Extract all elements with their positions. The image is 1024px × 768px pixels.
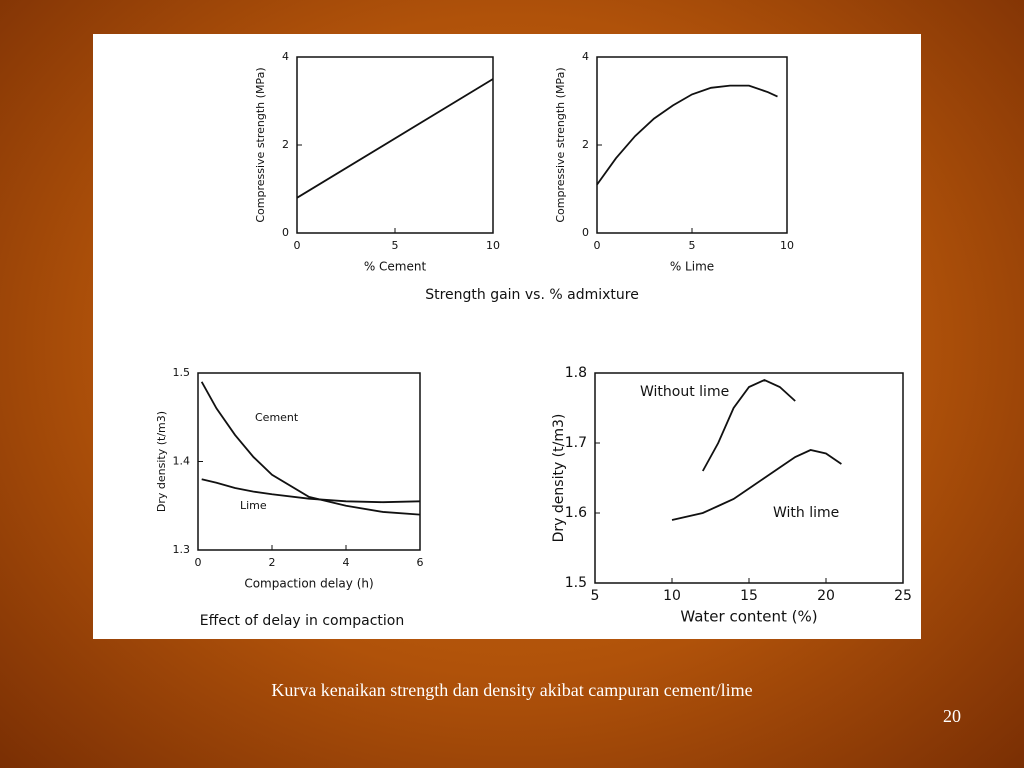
series-label: With lime [773,505,839,521]
data-line [702,379,796,472]
y-tick-label: 1.6 [565,505,587,521]
y-tick-label: 2 [582,138,589,151]
y-tick-label: 4 [582,50,589,63]
x-axis-label: Water content (%) [680,608,817,626]
y-axis-label: Compressive strength (MPa) [554,67,567,222]
x-tick-label: 10 [486,239,500,252]
x-axis-label: % Lime [670,260,714,274]
series-label: Lime [240,499,267,512]
data-line [200,381,421,516]
x-tick-label: 10 [663,588,681,604]
x-tick-label: 5 [689,239,696,252]
y-axis-label: Dry density (t/m3) [551,414,567,543]
x-tick-label: 25 [894,588,912,604]
page-number: 20 [943,706,961,726]
y-tick-label: 4 [282,50,289,63]
x-tick-label: 5 [591,588,600,604]
y-tick-label: 1.5 [565,575,587,591]
y-axis-label: Compressive strength (MPa) [254,67,267,222]
y-tick-label: 0 [582,226,589,239]
x-axis-label: % Cement [364,260,427,274]
x-axis-label: Compaction delay (h) [244,577,373,591]
x-tick-label: 20 [817,588,835,604]
data-line [296,78,494,199]
chart-title: Effect of delay in compaction [200,613,404,629]
y-axis-label: Dry density (t/m3) [155,411,168,512]
x-tick-label: 6 [417,556,424,569]
x-tick-label: 2 [269,556,276,569]
x-tick-label: 0 [195,556,202,569]
y-tick-label: 0 [282,226,289,239]
y-tick-label: 1.5 [173,366,191,379]
series-label: Without lime [640,384,729,400]
x-tick-label: 5 [392,239,399,252]
x-tick-label: 15 [740,588,758,604]
data-line [201,478,421,504]
caption: Kurva kenaikan strength dan density akib… [271,680,752,700]
y-tick-label: 1.4 [173,455,191,468]
x-tick-label: 4 [343,556,350,569]
y-tick-label: 1.7 [565,435,587,451]
x-tick-label: 10 [780,239,794,252]
x-tick-label: 0 [594,239,601,252]
y-tick-label: 2 [282,138,289,151]
x-tick-label: 0 [294,239,301,252]
data-line [671,449,842,521]
y-tick-label: 1.8 [565,365,587,381]
series-label: Cement [255,411,299,424]
figure-panel [93,34,921,639]
y-tick-label: 1.3 [173,543,191,556]
data-line [596,84,778,186]
group-title: Strength gain vs. % admixture [425,287,639,303]
